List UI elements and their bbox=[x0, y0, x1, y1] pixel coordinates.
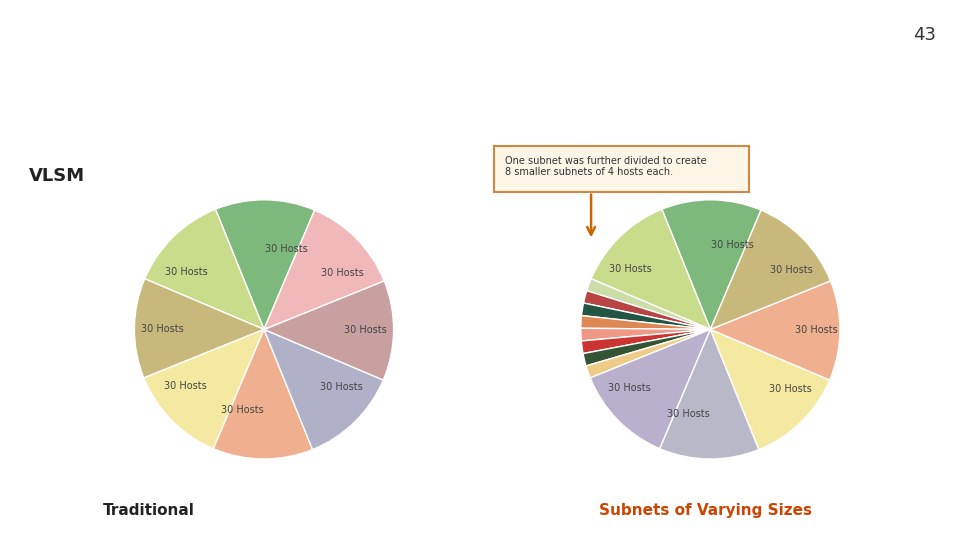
Wedge shape bbox=[581, 315, 710, 329]
Text: Pelatihan: Pelatihan bbox=[857, 96, 946, 114]
Wedge shape bbox=[144, 329, 264, 449]
Text: 30 Hosts: 30 Hosts bbox=[711, 240, 754, 250]
Wedge shape bbox=[590, 329, 710, 449]
Text: 30 Hosts: 30 Hosts bbox=[609, 264, 651, 274]
Text: Pengalamatan Jaringan: Pengalamatan Jaringan bbox=[14, 96, 232, 114]
Wedge shape bbox=[145, 209, 264, 329]
Wedge shape bbox=[582, 303, 710, 329]
Text: One subnet was further divided to create
8 smaller subnets of 4 hosts each.: One subnet was further divided to create… bbox=[505, 156, 707, 177]
Wedge shape bbox=[264, 329, 383, 450]
Wedge shape bbox=[586, 329, 710, 378]
Wedge shape bbox=[134, 279, 264, 378]
Text: Traditional: Traditional bbox=[103, 503, 195, 518]
Text: Subnets of Varying Sizes: Subnets of Varying Sizes bbox=[599, 503, 812, 518]
Wedge shape bbox=[583, 329, 710, 366]
Wedge shape bbox=[582, 329, 710, 354]
Text: 30 Hosts: 30 Hosts bbox=[221, 405, 263, 415]
Text: VLSM: VLSM bbox=[29, 167, 84, 185]
Text: 30 Hosts: 30 Hosts bbox=[141, 323, 183, 334]
Wedge shape bbox=[213, 329, 313, 459]
Wedge shape bbox=[587, 279, 710, 329]
Wedge shape bbox=[710, 281, 840, 380]
Bar bbox=[0, 70, 8, 140]
Wedge shape bbox=[591, 209, 710, 329]
Text: 30 Hosts: 30 Hosts bbox=[164, 381, 206, 391]
Wedge shape bbox=[660, 329, 759, 459]
Text: 30 Hosts: 30 Hosts bbox=[667, 409, 709, 419]
Text: 30 Hosts: 30 Hosts bbox=[322, 268, 364, 278]
Wedge shape bbox=[264, 281, 394, 380]
Text: 30 Hosts: 30 Hosts bbox=[771, 265, 813, 275]
Wedge shape bbox=[581, 328, 710, 341]
Wedge shape bbox=[264, 210, 384, 329]
Text: 43: 43 bbox=[913, 26, 936, 44]
Wedge shape bbox=[710, 329, 829, 450]
Text: 30 Hosts: 30 Hosts bbox=[265, 244, 307, 254]
Wedge shape bbox=[584, 291, 710, 329]
Text: 30 Hosts: 30 Hosts bbox=[770, 384, 812, 395]
Text: 30 Hosts: 30 Hosts bbox=[795, 325, 837, 335]
Text: 30 Hosts: 30 Hosts bbox=[165, 267, 207, 277]
Wedge shape bbox=[215, 200, 315, 329]
Text: 30 Hosts: 30 Hosts bbox=[321, 382, 363, 392]
Wedge shape bbox=[661, 200, 761, 329]
Text: 30 Hosts: 30 Hosts bbox=[608, 383, 650, 394]
Wedge shape bbox=[710, 210, 830, 329]
Text: 30 Hosts: 30 Hosts bbox=[345, 325, 387, 335]
